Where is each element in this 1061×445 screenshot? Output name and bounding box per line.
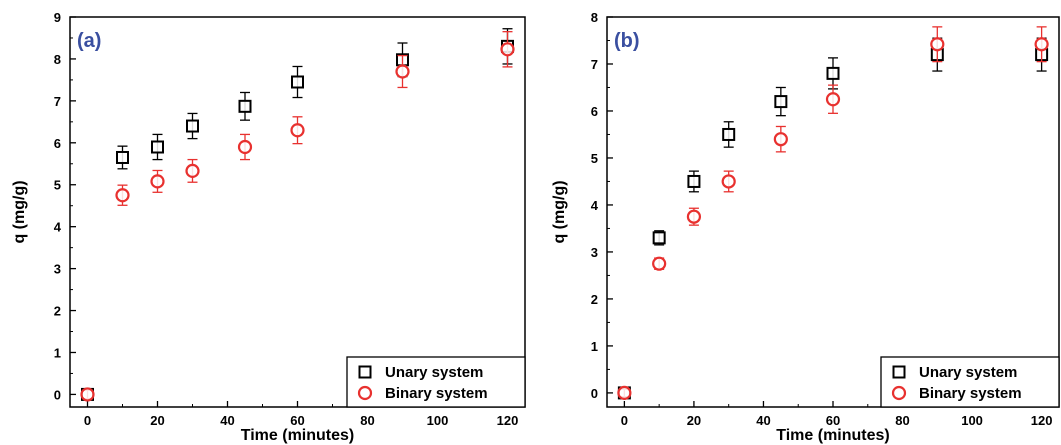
y-tick-label: 2 (54, 304, 61, 319)
data-point (500, 42, 515, 57)
panel-label: (b) (614, 30, 640, 52)
legend-marker-square (358, 365, 372, 379)
data-point (617, 385, 632, 401)
x-tick-label: 0 (84, 413, 91, 428)
legend-marker-circle (357, 385, 373, 401)
data-point (115, 188, 130, 203)
data-point (150, 174, 165, 189)
x-tick-label: 60 (290, 413, 304, 428)
data-point (774, 95, 788, 109)
legend-label: Unary system (919, 364, 1017, 381)
y-tick-label: 7 (591, 57, 598, 72)
data-point (686, 209, 702, 224)
x-tick-label: 0 (621, 413, 628, 428)
x-tick-label: 120 (1031, 413, 1053, 428)
panel-label: (a) (77, 30, 101, 52)
y-tick-label: 1 (591, 339, 598, 354)
y-axis-label: q (mg/g) (551, 180, 568, 243)
legend: Unary system Binary system (880, 356, 1060, 408)
data-point (237, 139, 253, 155)
data-point (238, 99, 252, 113)
data-point (395, 64, 410, 79)
legend-label: Binary system (385, 385, 488, 402)
y-tick-label: 3 (54, 262, 61, 277)
x-tick-label: 20 (687, 413, 701, 428)
x-tick-label: 80 (360, 413, 374, 428)
data-point (773, 132, 788, 147)
series-unary (81, 28, 514, 401)
y-tick-label: 6 (54, 136, 61, 151)
y-tick-label: 0 (54, 387, 61, 402)
data-point (185, 163, 200, 179)
data-point (687, 174, 701, 188)
y-tick-label: 2 (591, 292, 598, 307)
x-tick-label: 20 (150, 413, 164, 428)
y-tick-label: 4 (591, 198, 599, 213)
x-tick-label: 100 (427, 413, 449, 428)
legend-label: Binary system (919, 385, 1022, 402)
y-tick-label: 5 (591, 151, 598, 166)
data-point (721, 174, 736, 189)
series-binary (80, 31, 515, 402)
y-tick-label: 0 (591, 386, 598, 401)
y-tick-label: 7 (54, 94, 61, 109)
x-tick-label: 60 (826, 413, 840, 428)
legend-label: Unary system (385, 364, 483, 381)
data-point (116, 150, 129, 164)
y-axis-label: q (mg/g) (11, 180, 28, 243)
series-binary (617, 26, 1049, 401)
x-tick-label: 80 (895, 413, 909, 428)
legend-marker-square (892, 365, 906, 379)
data-point (826, 66, 840, 80)
data-point (722, 127, 736, 141)
x-tick-label: 40 (220, 413, 234, 428)
legend: Unary system Binary system (346, 356, 526, 408)
x-tick-label: 120 (497, 413, 519, 428)
chart-panel-b: 0 20 40 60 80 100 120 0 1 2 3 4 5 6 7 8 Time (minutes) q … (551, 10, 1060, 444)
y-tick-label: 4 (54, 220, 62, 235)
legend-box (346, 356, 526, 408)
y-tick-label: 8 (54, 52, 61, 67)
data-point (1034, 37, 1049, 52)
data-point (290, 123, 305, 138)
y-tick-label: 1 (54, 345, 61, 360)
legend-box (880, 356, 1060, 408)
x-tick-label: 100 (961, 413, 983, 428)
data-point (825, 92, 841, 107)
data-point (291, 75, 304, 89)
x-axis-label: Time (minutes) (241, 427, 355, 444)
data-point (151, 140, 164, 154)
y-tick-label: 5 (54, 178, 61, 193)
data-point (186, 119, 199, 133)
data-point (652, 231, 666, 245)
x-tick-label: 40 (756, 413, 770, 428)
y-tick-label: 6 (591, 104, 598, 119)
chart-panel-a: 0 20 40 60 80 100 120 0 1 2 3 4 5 6 7 8 9 Time (minutes) q… (11, 10, 526, 444)
y-tick-label: 8 (591, 10, 598, 25)
y-tick-label: 9 (54, 10, 61, 25)
y-tick-label: 3 (591, 245, 598, 260)
data-point (80, 387, 95, 402)
x-axis-label: Time (minutes) (776, 427, 890, 444)
legend-marker-circle (891, 385, 907, 401)
data-point (930, 37, 945, 52)
data-point (652, 256, 667, 271)
